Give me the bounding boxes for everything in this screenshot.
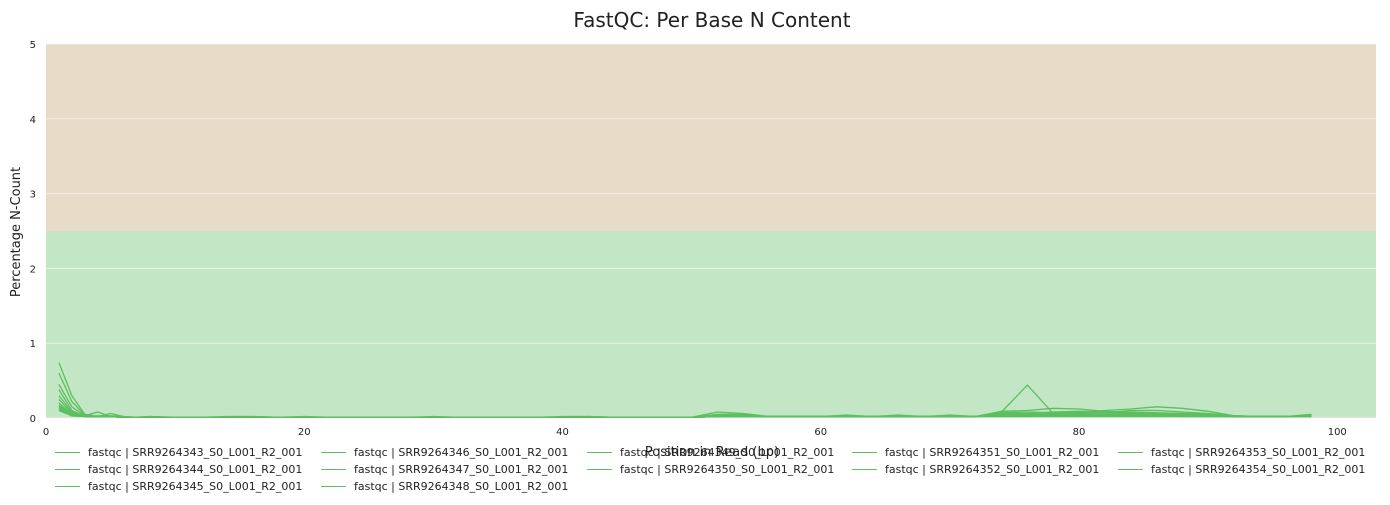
legend-line-swatch	[587, 469, 612, 470]
band-0	[46, 231, 1376, 418]
series-lines	[58, 362, 1312, 418]
x-axis-ticks: 0 20 40 60 80 100	[43, 427, 1347, 438]
chart: FastQC: Per Base N Content 0 1 2 3 4 5 0 20 40 6…	[9, 8, 1376, 438]
legend-item[interactable]: fastqc | SRR9264349_S0_L001_R2_001	[587, 444, 834, 461]
legend-item[interactable]: fastqc | SRR9264351_S0_L001_R2_001	[852, 444, 1099, 461]
y-tick-label: 2	[30, 264, 36, 275]
y-tick-label: 1	[30, 339, 36, 350]
y-tick-label: 5	[30, 40, 36, 51]
legend-label: fastqc | SRR9264344_S0_L001_R2_001	[88, 463, 303, 476]
legend-line-swatch	[55, 469, 80, 470]
legend-line-swatch	[587, 452, 612, 453]
legend-line-swatch	[1118, 469, 1143, 470]
legend-line-swatch	[321, 486, 346, 487]
legend-item[interactable]: fastqc | SRR9264352_S0_L001_R2_001	[852, 461, 1099, 478]
legend-label: fastqc | SRR9264352_S0_L001_R2_001	[885, 463, 1100, 476]
legend-line-swatch	[1118, 452, 1143, 453]
legend-line-swatch	[321, 469, 346, 470]
y-tick-label: 3	[30, 190, 36, 201]
legend-line-swatch	[55, 486, 80, 487]
x-tick-label: 80	[1073, 427, 1086, 438]
x-tick-label: 40	[556, 427, 569, 438]
legend-label: fastqc | SRR9264349_S0_L001_R2_001	[620, 446, 835, 459]
threshold-bands	[46, 44, 1376, 418]
legend-label: fastqc | SRR9264350_S0_L001_R2_001	[620, 463, 835, 476]
legend-label: fastqc | SRR9264351_S0_L001_R2_001	[885, 446, 1100, 459]
legend-line-swatch	[852, 452, 877, 453]
legend-label: fastqc | SRR9264346_S0_L001_R2_001	[354, 446, 569, 459]
legend-line-swatch	[321, 452, 346, 453]
legend-label: fastqc | SRR9264345_S0_L001_R2_001	[88, 480, 303, 493]
chart-title: FastQC: Per Base N Content	[573, 8, 850, 32]
y-tick-label: 0	[30, 414, 36, 425]
legend-label: fastqc | SRR9264354_S0_L001_R2_001	[1151, 463, 1366, 476]
legend-label: fastqc | SRR9264348_S0_L001_R2_001	[354, 480, 569, 493]
legend-item[interactable]: fastqc | SRR9264353_S0_L001_R2_001	[1118, 444, 1365, 461]
y-axis-ticks: 0 1 2 3 4 5	[30, 40, 36, 425]
band-1	[46, 44, 1376, 231]
x-tick-label: 0	[43, 427, 49, 438]
legend-item[interactable]: fastqc | SRR9264354_S0_L001_R2_001	[1118, 461, 1365, 478]
legend-item[interactable]: fastqc | SRR9264343_S0_L001_R2_001	[55, 444, 302, 461]
x-tick-label: 100	[1328, 427, 1347, 438]
legend-item[interactable]: fastqc | SRR9264345_S0_L001_R2_001	[55, 478, 302, 495]
legend-line-swatch	[852, 469, 877, 470]
y-axis-label: Percentage N-Count	[9, 167, 24, 297]
x-tick-label: 20	[298, 427, 311, 438]
series-line-11	[58, 409, 1312, 418]
legend-label: fastqc | SRR9264347_S0_L001_R2_001	[354, 463, 569, 476]
legend-label: fastqc | SRR9264353_S0_L001_R2_001	[1151, 446, 1366, 459]
legend-item[interactable]: fastqc | SRR9264350_S0_L001_R2_001	[587, 461, 834, 478]
legend-item[interactable]: fastqc | SRR9264348_S0_L001_R2_001	[321, 478, 568, 495]
y-tick-label: 4	[30, 115, 36, 126]
legend-label: fastqc | SRR9264343_S0_L001_R2_001	[88, 446, 303, 459]
legend-item[interactable]: fastqc | SRR9264344_S0_L001_R2_001	[55, 461, 302, 478]
x-tick-label: 60	[814, 427, 827, 438]
grid-lines	[46, 43, 1376, 419]
legend-item[interactable]: fastqc | SRR9264347_S0_L001_R2_001	[321, 461, 568, 478]
legend-line-swatch	[55, 452, 80, 453]
legend-item[interactable]: fastqc | SRR9264346_S0_L001_R2_001	[321, 444, 568, 461]
